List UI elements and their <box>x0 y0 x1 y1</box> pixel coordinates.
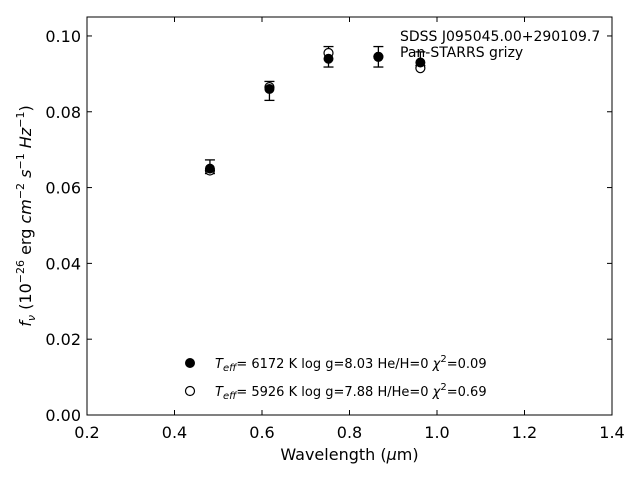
series-filled-circles <box>204 51 426 174</box>
legend-marker-open <box>184 385 196 397</box>
data-point-filled <box>264 84 275 95</box>
annotation-survey: Pan-STARRS grizy <box>400 45 523 61</box>
x-tick-label: 1.2 <box>512 423 537 442</box>
data-point-filled <box>373 51 384 62</box>
x-tick-label: 0.6 <box>249 423 274 442</box>
y-tick-label: 0.00 <box>45 406 81 425</box>
legend-marker-filled <box>185 358 195 368</box>
y-tick-label: 0.04 <box>45 254 81 273</box>
x-tick-label: 0.4 <box>162 423 187 442</box>
legend: Teff= 6172 K log g=8.03 He/H=0 χ2=0.09 T… <box>184 354 487 402</box>
y-tick-label: 0.10 <box>45 27 81 46</box>
plot-frame <box>86 16 613 416</box>
data-point-filled <box>323 53 334 64</box>
x-tick-label: 0.2 <box>74 423 99 442</box>
y-tick-label: 0.06 <box>45 179 81 198</box>
legend-entry-1: Teff= 6172 K log g=8.03 He/H=0 χ2=0.09 <box>215 354 487 374</box>
y-tick-label: 0.08 <box>45 103 81 122</box>
legend-entry-2: Teff= 5926 K log g=7.88 H/He=0 χ2=0.69 <box>215 382 487 402</box>
x-axis-label: Wavelength (μm) <box>280 445 418 464</box>
x-tick-label: 1.0 <box>424 423 449 442</box>
series-open-circles <box>204 47 426 176</box>
y-tick-label: 0.02 <box>45 330 81 349</box>
x-tick-label: 0.8 <box>337 423 362 442</box>
y-axis-label: fν (10−26 erg cm−2 s−1 Hz−1) <box>14 105 38 326</box>
data-point-filled <box>415 57 426 68</box>
x-tick-label: 1.4 <box>599 423 624 442</box>
y-axis: 0.00 0.02 0.04 0.06 0.08 0.10 <box>45 27 612 425</box>
x-axis: 0.2 0.4 0.6 0.8 1.0 1.2 1.4 <box>74 17 625 442</box>
error-bars <box>204 45 426 175</box>
data-point-filled <box>204 163 215 174</box>
annotation-object-name: SDSS J095045.00+290109.7 <box>400 29 600 45</box>
